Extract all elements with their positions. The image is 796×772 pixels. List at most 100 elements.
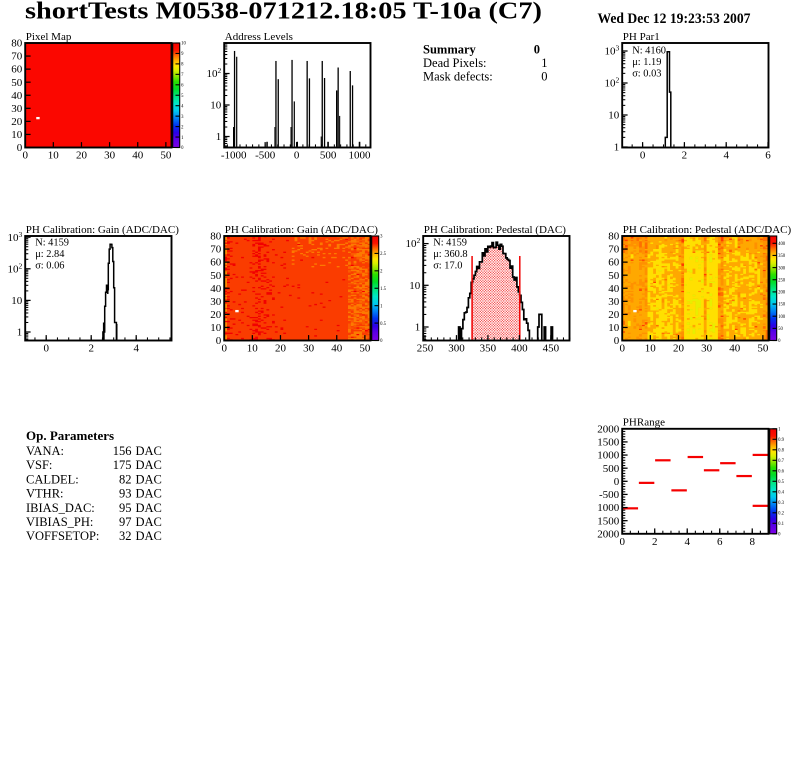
svg-text:3: 3 [181, 115, 184, 120]
svg-text:156: 156 [113, 444, 132, 458]
svg-text:0.1: 0.1 [778, 522, 785, 527]
svg-text:200: 200 [778, 291, 786, 296]
svg-text:σ: 0.06: σ: 0.06 [35, 261, 64, 272]
svg-text:2: 2 [88, 343, 94, 355]
svg-text:4: 4 [723, 150, 729, 162]
svg-text:1.5: 1.5 [380, 287, 387, 292]
svg-text:PH Calibration: Pedestal (ADC/: PH Calibration: Pedestal (ADC/DAC) [623, 224, 792, 236]
svg-text:DAC: DAC [136, 458, 162, 472]
svg-text:6: 6 [765, 150, 771, 162]
svg-text:0.2: 0.2 [778, 512, 785, 517]
svg-text:1: 1 [415, 322, 421, 334]
svg-text:400: 400 [778, 242, 786, 247]
svg-text:PH Calibration: Gain (ADC/DAC): PH Calibration: Gain (ADC/DAC) [225, 224, 378, 236]
svg-text:DAC: DAC [136, 501, 162, 515]
svg-text:50: 50 [160, 150, 172, 162]
svg-text:Dead Pixels:: Dead Pixels: [423, 56, 487, 70]
svg-text:1500: 1500 [597, 437, 620, 449]
svg-text:10: 10 [210, 100, 222, 112]
svg-text:1: 1 [380, 304, 383, 309]
svg-text:60: 60 [608, 257, 620, 269]
svg-text:1: 1 [778, 428, 781, 433]
svg-text:50: 50 [210, 270, 222, 282]
svg-text:30: 30 [11, 103, 23, 115]
svg-text:3: 3 [380, 235, 383, 240]
svg-text:1000: 1000 [597, 450, 620, 462]
svg-text:1: 1 [216, 131, 222, 143]
svg-text:10: 10 [247, 343, 259, 355]
svg-text:40: 40 [11, 90, 23, 102]
svg-text:Op. Parameters: Op. Parameters [26, 428, 114, 443]
svg-text:0.3: 0.3 [778, 501, 785, 506]
svg-text:150: 150 [778, 303, 786, 308]
svg-text:2.5: 2.5 [380, 252, 387, 257]
svg-text:0: 0 [614, 476, 620, 488]
svg-text:30: 30 [303, 343, 315, 355]
svg-text:1: 1 [541, 56, 547, 70]
svg-text:σ: 0.03: σ: 0.03 [632, 69, 661, 80]
svg-text:93: 93 [119, 487, 132, 501]
svg-text:50: 50 [757, 343, 769, 355]
svg-text:40: 40 [331, 343, 343, 355]
svg-text:0: 0 [619, 343, 625, 355]
svg-text:PH Calibration: Gain (ADC/DAC): PH Calibration: Gain (ADC/DAC) [26, 224, 179, 236]
svg-text:2: 2 [181, 125, 184, 130]
svg-text:10: 10 [409, 280, 421, 292]
svg-text:50: 50 [778, 327, 783, 332]
svg-text:N: 4160: N: 4160 [632, 46, 666, 57]
svg-text:350: 350 [480, 343, 497, 355]
svg-text:20: 20 [11, 116, 23, 128]
svg-text:0: 0 [17, 142, 23, 154]
svg-text:2: 2 [652, 536, 658, 548]
svg-text:4: 4 [684, 536, 690, 548]
svg-text:2000: 2000 [597, 528, 620, 540]
svg-text:Wed Dec 12 19:23:53 2007: Wed Dec 12 19:23:53 2007 [598, 11, 751, 27]
svg-text:DAC: DAC [136, 444, 162, 458]
svg-text:20: 20 [673, 343, 685, 355]
svg-text:σ: 17.0: σ: 17.0 [433, 261, 462, 272]
svg-text:10: 10 [608, 322, 620, 334]
svg-text:300: 300 [778, 266, 786, 271]
svg-text:97: 97 [119, 515, 132, 529]
svg-text:DAC: DAC [136, 472, 162, 486]
svg-text:9: 9 [181, 52, 184, 57]
svg-text:0.6: 0.6 [778, 470, 785, 475]
svg-text:4: 4 [133, 343, 139, 355]
svg-text:0: 0 [294, 150, 300, 162]
svg-text:PH Par1: PH Par1 [623, 31, 660, 43]
svg-text:2000: 2000 [597, 423, 620, 435]
svg-text:μ: 1.19: μ: 1.19 [632, 57, 661, 68]
svg-text:0.5: 0.5 [380, 322, 387, 327]
svg-text:Pixel Map: Pixel Map [26, 31, 72, 43]
svg-text:500: 500 [320, 150, 337, 162]
svg-text:82: 82 [119, 472, 132, 486]
svg-text:VIBIAS_PH:: VIBIAS_PH: [26, 515, 93, 529]
svg-text:30: 30 [608, 296, 620, 308]
svg-text:10: 10 [645, 343, 657, 355]
svg-text:40: 40 [608, 283, 620, 295]
svg-text:IBIAS_DAC:: IBIAS_DAC: [26, 501, 95, 515]
svg-text:40: 40 [729, 343, 741, 355]
svg-text:102: 102 [405, 236, 420, 250]
svg-text:1: 1 [17, 327, 23, 339]
svg-text:10: 10 [181, 42, 186, 47]
svg-text:103: 103 [604, 44, 619, 58]
svg-text:0: 0 [541, 70, 547, 84]
svg-text:250: 250 [778, 278, 786, 283]
svg-text:102: 102 [7, 261, 22, 275]
svg-text:6: 6 [181, 84, 184, 89]
svg-text:DAC: DAC [136, 487, 162, 501]
svg-text:450: 450 [543, 343, 560, 355]
svg-text:7: 7 [181, 73, 184, 78]
svg-text:70: 70 [210, 244, 222, 256]
svg-text:10: 10 [210, 322, 222, 334]
svg-text:50: 50 [11, 77, 23, 89]
svg-text:102: 102 [604, 76, 619, 90]
svg-text:250: 250 [417, 343, 434, 355]
svg-text:Mask defects:: Mask defects: [423, 70, 493, 84]
svg-text:VTHR:: VTHR: [26, 487, 64, 501]
svg-text:-500: -500 [255, 150, 276, 162]
svg-text:175: 175 [113, 458, 132, 472]
svg-text:20: 20 [76, 150, 88, 162]
svg-text:60: 60 [210, 257, 222, 269]
